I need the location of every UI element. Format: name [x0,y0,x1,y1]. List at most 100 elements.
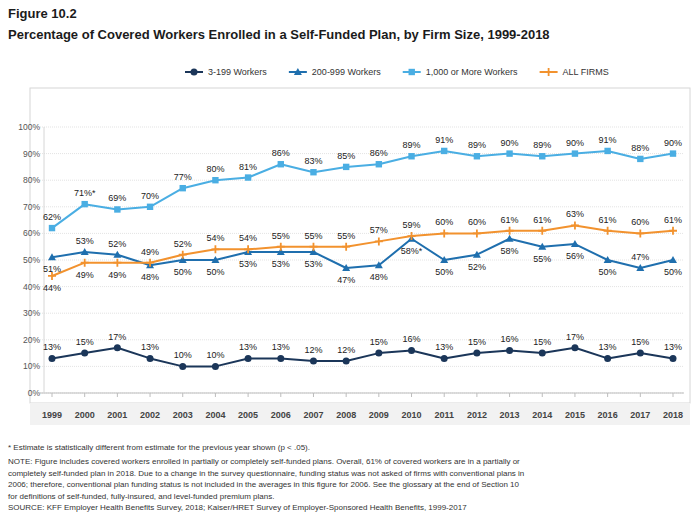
marker [113,259,121,267]
series [48,221,677,280]
legend-label: 1,000 or More Workers [426,67,518,77]
x-tick-label: 2008 [336,410,356,420]
marker [539,350,546,357]
data-labels: 13%15%17%13%10%10%13%13%12%12%15%16%13%1… [43,135,682,360]
marker [147,355,154,362]
data-label: 54% [206,233,224,243]
marker [81,350,88,357]
marker [146,259,154,267]
grid-line [36,127,684,128]
legend-label: 3-199 Workers [208,67,267,77]
grid [36,127,684,393]
marker [180,185,186,191]
data-label: 85% [337,151,355,161]
x-tick [673,393,674,397]
marker [211,256,219,263]
marker [376,161,382,167]
y-tick-label: 70% [23,202,40,212]
marker [670,150,676,156]
marker [571,344,578,351]
plot-frame [30,88,690,403]
y-axis-line [44,127,45,393]
marker [375,261,383,268]
data-label: 13% [272,342,290,352]
data-label: 54% [239,233,257,243]
x-tick-label: 2004 [205,410,225,420]
data-label: 55% [533,254,551,264]
marker [408,232,416,240]
data-label: 49% [141,247,159,257]
data-label: 53% [304,259,322,269]
x-tick [378,393,379,397]
data-label: 10% [206,350,224,360]
x-tick [542,393,543,397]
footnote: completely self-funded plan in 2018. Due… [8,469,524,478]
marker [441,148,447,154]
x-axis-line [36,393,684,394]
x-label-band [30,403,690,425]
data-label: 53% [76,236,94,246]
data-label: 70% [141,191,159,201]
data-label: 55% [272,231,290,241]
marker [506,235,514,242]
x-tick-label: 2009 [369,410,389,420]
series [49,148,676,232]
legend-marker [294,68,302,75]
marker [408,347,415,354]
data-label: 47% [631,252,649,262]
y-tick-label: 80% [23,175,40,185]
grid-line [36,339,684,340]
data-label: 91% [435,135,453,145]
data-label: 12% [337,345,355,355]
marker [375,237,383,245]
marker [212,177,218,183]
series-line [52,151,673,228]
y-tick-label: 10% [23,361,40,371]
marker [604,148,610,154]
marker [245,174,251,180]
data-label: 60% [468,217,486,227]
marker [48,253,56,260]
x-tick-label: 1999 [42,410,62,420]
marker [604,227,612,235]
marker [538,227,546,235]
marker [604,256,612,263]
x-tick [84,393,85,397]
legend-item: 200-999 Workers [289,67,381,77]
data-label: 61% [599,215,617,225]
data-label: 57% [370,225,388,235]
marker [571,221,579,229]
data-label: 10% [174,350,192,360]
data-label: 60% [435,217,453,227]
x-tick-label: 2007 [303,410,323,420]
chart: Figure 10.2Percentage of Covered Workers… [0,0,698,525]
data-label: 60% [631,217,649,227]
marker [670,355,677,362]
data-label: 55% [337,231,355,241]
data-label: 52% [108,239,126,249]
marker [571,240,579,247]
x-tick-label: 2011 [434,410,454,420]
data-label: 50% [664,267,682,277]
marker [114,206,120,212]
x-tick-label: 2002 [140,410,160,420]
data-label: 15% [76,337,94,347]
data-label: 50% [599,267,617,277]
data-label: 58% [501,246,519,256]
data-label: 50% [435,267,453,277]
x-tick [607,393,608,397]
data-label: 13% [435,342,453,352]
marker [81,259,89,267]
legend-item: 3-199 Workers [185,67,267,77]
data-label: 16% [501,334,519,344]
data-label: 55% [304,231,322,241]
marker [114,344,121,351]
x-tick [182,393,183,397]
x-tick-label: 2003 [173,410,193,420]
footnote: SOURCE: KFF Employer Health Benefits Sur… [8,503,467,512]
data-label: 58%* [401,246,423,256]
x-tick [346,393,347,397]
data-label: 80% [206,164,224,174]
y-tick-label: 20% [23,335,40,345]
marker [506,150,512,156]
